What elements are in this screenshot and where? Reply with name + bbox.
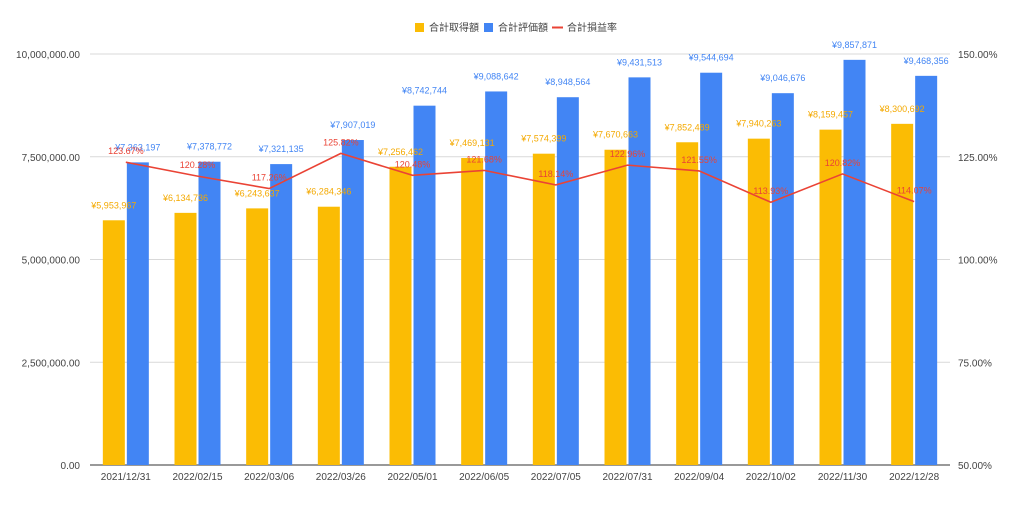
profit-rate-label: 114.07% [897,186,932,196]
bar-valuation [198,161,221,465]
y-right-tick-label: 50.00% [958,461,992,472]
legend-label: 合計取得額 [429,21,479,34]
bar-acquisition [389,166,412,466]
valuation-value-label: ¥9,088,642 [473,71,519,81]
y-left-tick-label: 10,000,000.00 [16,50,80,61]
acquisition-value-label: ¥8,159,457 [807,110,853,120]
legend: 合計取得額 合計評価額 合計損益率 [415,21,617,34]
bar-valuation [270,164,293,465]
bar-acquisition [102,220,125,465]
acquisition-value-label: ¥7,670,663 [592,130,638,140]
x-tick-label: 2021/12/31 [101,472,151,483]
x-tick-label: 2022/05/01 [387,472,437,483]
y-axis-left: 0.00 2,500,000.00 5,000,000.00 7,500,000.00… [16,50,80,472]
bar-valuation [341,140,364,465]
bar-valuation [843,59,866,466]
legend-label: 合計評価額 [498,21,548,34]
x-tick-label: 2022/12/28 [889,472,939,483]
valuation-value-label: ¥7,907,019 [329,120,375,130]
y-left-tick-label: 5,000,000.00 [22,256,81,267]
valuation-value-label: ¥9,857,871 [831,40,877,50]
valuation-value-label: ¥8,742,744 [401,86,447,96]
valuation-value-label: ¥7,378,772 [186,142,232,152]
line-series [125,152,915,204]
profit-rate-label: 122.96% [610,149,646,159]
acquisition-value-label: ¥6,134,736 [162,193,208,203]
y-right-tick-label: 125.00% [958,153,998,164]
bar-valuation [556,97,579,465]
y-right-tick-label: 150.00% [958,50,998,61]
bar-valuation [915,75,938,465]
valuation-value-label: ¥7,321,135 [258,144,304,154]
legend-swatch [484,23,493,32]
bar-valuation [700,72,723,465]
profit-rate-label: 121.68% [466,154,502,164]
legend-swatch [415,23,424,32]
acquisition-value-label: ¥7,574,399 [520,134,566,144]
profit-rate-label: 120.48% [395,159,431,169]
bar-acquisition [891,123,914,466]
acquisition-value-label: ¥6,243,637 [234,188,280,198]
bar-acquisition [819,129,842,466]
profit-rate-label: 123.67% [108,146,144,156]
profit-rate-line [125,152,915,204]
valuation-value-label: ¥7,363,197 [114,142,160,152]
y-left-tick-label: 7,500,000.00 [22,153,81,164]
legend-label: 合計損益率 [567,21,617,34]
acquisition-value-label: ¥8,300,692 [879,104,925,114]
profit-rate-label: 120.82% [825,158,861,168]
bar-valuation [126,162,149,465]
bar-acquisition [317,206,340,465]
acquisition-value-label: ¥7,469,131 [449,138,495,148]
valuation-value-label: ¥9,544,694 [688,53,734,63]
y-axis-right: 50.00% 75.00% 100.00% 125.00% 150.00% [958,50,998,472]
profit-rate-label: 120.28% [180,160,216,170]
y-left-tick-label: 2,500,000.00 [22,358,81,369]
acquisition-value-label: ¥7,940,263 [735,119,781,129]
x-tick-label: 2022/06/05 [459,472,509,483]
bar-series [102,59,938,466]
acquisition-value-label: ¥7,256,462 [377,147,423,157]
bar-valuation [485,91,508,465]
bar-acquisition [532,153,555,465]
bar-acquisition [676,142,699,465]
acquisition-value-label: ¥6,284,346 [305,187,351,197]
acquisition-value-label: ¥5,953,967 [90,200,136,210]
bar-acquisition [604,149,627,465]
y-right-tick-label: 100.00% [958,256,998,267]
x-tick-label: 2022/07/05 [531,472,581,483]
x-tick-label: 2022/03/26 [316,472,366,483]
bar-acquisition [246,208,269,465]
profit-rate-label: 118.14% [538,169,573,179]
y-right-tick-label: 75.00% [958,358,992,369]
x-tick-label: 2022/07/31 [602,472,652,483]
x-axis: 2021/12/31 2022/02/15 2022/03/06 2022/03/26… [101,472,940,483]
profit-rate-label: 121.55% [681,155,717,165]
bar-valuation [771,93,794,466]
y-left-tick-label: 0.00 [61,461,81,472]
profit-rate-label: 125.82% [323,137,359,147]
bar-acquisition [747,138,770,465]
valuation-value-label: ¥9,431,513 [616,57,662,67]
x-tick-label: 2022/09/04 [674,472,724,483]
profit-rate-label: 117.26% [252,173,287,183]
acquisition-value-label: ¥7,852,489 [664,122,710,132]
x-tick-label: 2022/03/06 [244,472,294,483]
bar-acquisition [461,158,484,465]
bar-valuation [628,77,651,466]
gridlines [90,53,950,466]
bar-acquisition [174,212,197,465]
bar-valuation [413,105,436,465]
x-tick-label: 2022/11/30 [818,472,868,483]
valuation-value-label: ¥8,948,564 [544,77,590,87]
x-tick-label: 2022/02/15 [172,472,222,483]
profit-rate-label: 113.93% [753,186,788,196]
x-tick-label: 2022/10/02 [746,472,796,483]
valuation-value-label: ¥9,046,676 [759,73,805,83]
valuation-value-label: ¥9,468,356 [903,56,949,66]
